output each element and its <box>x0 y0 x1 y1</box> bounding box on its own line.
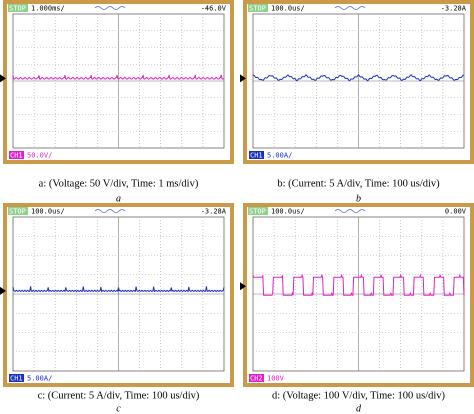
scope-panel: STOP 100.0us/0.00V CH2 100V d: (Voltage: 100… <box>240 203 474 414</box>
timebase: 100.0us/ <box>271 208 305 216</box>
waveform <box>252 73 465 82</box>
channel: CH1 <box>10 375 23 383</box>
trigger-value: -3.28A <box>441 5 467 13</box>
scope-panel: STOP 1.000ms/ -46.0V CH1 50.0V/a: (Voltage: … <box>0 0 234 204</box>
caption: d: (Voltage: 100 V/div, Time: 100 us/div… <box>272 390 446 401</box>
timebase: 100.0us/ <box>31 208 65 216</box>
status-box <box>248 4 268 12</box>
panel-letter: a <box>116 193 121 204</box>
channel-scale: 5.00A/ <box>27 375 52 383</box>
channel-box <box>249 151 264 159</box>
channel-box <box>249 374 264 382</box>
channel-marker <box>240 282 246 291</box>
channel-marker <box>0 286 6 295</box>
channel-scale: 50.0V/ <box>27 152 52 160</box>
panel-letter: b <box>356 193 361 204</box>
channel: CH2 <box>250 375 263 383</box>
status: STOP <box>9 208 26 216</box>
timebase: 1.000ms/ <box>31 5 65 13</box>
channel: CH1 <box>250 152 263 160</box>
caption: c: (Current: 5 A/div, Time: 100 us/div) <box>38 390 200 401</box>
status-box <box>8 4 28 12</box>
trigger-position <box>94 6 126 10</box>
scope-panel: STOP 100.0us/ -3.28A CH1 5.00A/c: (Current: … <box>0 203 234 414</box>
channel-scale: 5.00A/ <box>267 152 292 160</box>
channel-box <box>9 374 24 382</box>
channel: CH1 <box>10 152 23 160</box>
panel-letter: c <box>116 403 121 414</box>
waveform <box>12 286 225 293</box>
trigger-value: 0.00V <box>445 208 467 216</box>
status: STOP <box>249 5 266 13</box>
channel-scale: 100V <box>267 375 285 383</box>
channel-marker <box>0 74 6 83</box>
channel-box <box>9 151 24 159</box>
waveform <box>12 74 225 80</box>
channel-marker <box>240 74 246 83</box>
waveform <box>252 273 465 296</box>
timebase: 100.0us/ <box>271 5 305 13</box>
trigger-position <box>334 209 366 213</box>
scope-panel: STOP 100.0us/ -3.28A CH1 5.00A/b: (Current: … <box>240 0 474 204</box>
status: STOP <box>249 208 266 216</box>
trigger-value: -46.0V <box>201 5 227 13</box>
status-box <box>248 207 268 215</box>
panel-letter: d <box>356 403 362 414</box>
trigger-position <box>94 209 126 213</box>
caption: b: (Current: 5 A/div, Time: 100 us/div) <box>277 178 440 189</box>
trigger-value: -3.28A <box>201 208 227 216</box>
status-box <box>8 207 28 215</box>
status: STOP <box>9 5 26 13</box>
caption: a: (Voltage: 50 V/div, Time: 1 ms/div) <box>39 178 199 189</box>
trigger-position <box>334 6 366 10</box>
